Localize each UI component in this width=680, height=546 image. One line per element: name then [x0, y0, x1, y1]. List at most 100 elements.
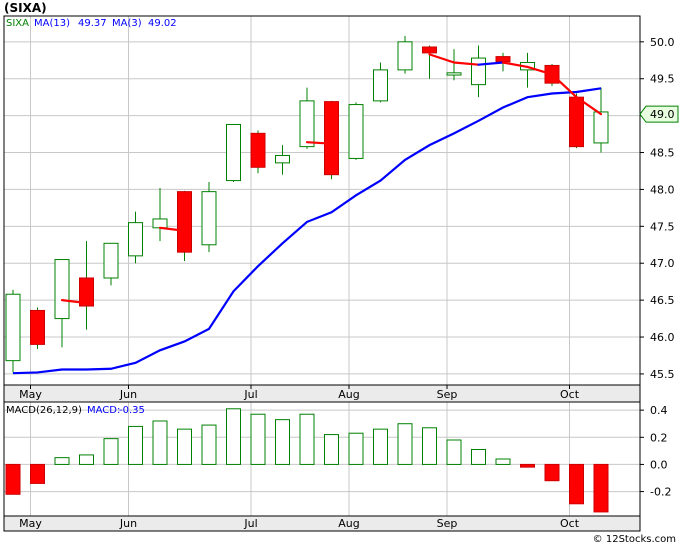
- candle-body-up: [103, 242, 119, 279]
- month-axis-band: May Jun Jul Aug Sep Oct: [3, 384, 641, 403]
- candle: [54, 259, 70, 348]
- month-axis-bottom-bar: [3, 515, 641, 532]
- candle-body-down: [79, 277, 94, 307]
- macd-bar-positive: [79, 454, 94, 465]
- macd-bar-negative: [593, 463, 609, 513]
- month-label: Sep: [437, 388, 458, 401]
- month-label: Jun: [119, 517, 137, 530]
- month-label: Sep: [437, 517, 458, 530]
- candle-body-up: [201, 191, 217, 246]
- macd-bar-positive: [226, 408, 241, 465]
- price-tick-label: 48.5: [650, 147, 675, 160]
- month-axis-top: May Jun Jul Aug Sep Oct: [19, 385, 580, 401]
- macd-bar-positive: [422, 427, 437, 465]
- candle: [201, 182, 217, 253]
- macd-axis: 0.4 0.2 0.0 -0.2: [640, 404, 671, 499]
- candle: [226, 123, 241, 183]
- candle-body-down: [422, 46, 437, 54]
- candle-body-up: [348, 104, 364, 159]
- macd-value: -0.35: [119, 405, 145, 416]
- footer-credit: © 12Stocks.com: [593, 534, 676, 545]
- month-label: Aug: [338, 388, 359, 401]
- candle-body-up: [152, 218, 168, 229]
- macd-bar-positive: [177, 428, 192, 465]
- candle: [250, 130, 266, 174]
- ma3-segment: [305, 141, 333, 145]
- month-axis-bar: [3, 384, 641, 403]
- macd-bar-positive: [397, 423, 413, 465]
- candle: [373, 62, 388, 103]
- macd-bar-positive: [373, 428, 388, 465]
- month-label: May: [19, 388, 42, 401]
- ma13-line: [12, 87, 602, 375]
- ma13-layer: [12, 87, 602, 375]
- macd-bar-negative: [569, 463, 584, 505]
- ma3-segment: [501, 61, 529, 69]
- macd-bar-positive: [446, 439, 462, 465]
- price-tick-label: 50.0: [650, 36, 675, 49]
- price-tick-label: 49.5: [650, 73, 675, 86]
- candle-body-up: [54, 259, 70, 320]
- month-axis-bottom-band: May Jun Jul Aug Sep Oct: [3, 515, 641, 532]
- macd-bar-negative: [30, 463, 45, 484]
- candle-body-up: [226, 123, 241, 182]
- macd-bar-positive: [299, 413, 315, 465]
- macd-histogram: [5, 408, 609, 513]
- chart-title: (SIXA): [4, 1, 47, 15]
- ma3-segment: [60, 299, 88, 305]
- current-price-label: 49.0: [650, 108, 675, 121]
- price-tick-label: 47.0: [650, 257, 675, 270]
- candle: [275, 145, 290, 175]
- legend-ma3-label: MA(3): [112, 18, 142, 29]
- ma3-segment: [477, 61, 505, 66]
- candle-body-up: [128, 222, 143, 257]
- candle: [30, 307, 45, 349]
- price-tick-label: 45.5: [650, 368, 675, 381]
- macd-tick-label: -0.2: [650, 486, 671, 499]
- macd-bar-positive: [152, 420, 168, 465]
- legend-ma13-label: MA(13): [34, 18, 70, 29]
- candle-body-up: [471, 57, 486, 86]
- candle: [446, 49, 462, 81]
- candlestick-series: [5, 35, 609, 373]
- candle-body-up: [593, 111, 609, 144]
- candle: [177, 190, 192, 262]
- macd-bar-positive: [348, 432, 364, 465]
- candle-body-down: [324, 101, 339, 176]
- current-price-marker: 49.0: [639, 105, 679, 123]
- price-tick-label: 48.0: [650, 183, 675, 196]
- current-price-badge: [639, 105, 679, 123]
- ma3-segment: [575, 96, 603, 116]
- ma3-layer: [60, 53, 603, 305]
- macd-bar-positive: [250, 413, 266, 465]
- candle-body-down: [495, 56, 511, 63]
- month-label: Jul: [243, 517, 257, 530]
- macd-label: MACD(26,12,9): [6, 405, 82, 416]
- month-label: May: [19, 517, 42, 530]
- ma3-segment: [428, 53, 456, 64]
- candle-body-down: [569, 96, 584, 148]
- macd-value-label: MACD:: [87, 405, 120, 416]
- candle: [397, 35, 413, 74]
- candle-body-up: [275, 154, 290, 164]
- legend-symbol: SIXA: [6, 18, 29, 29]
- macd-panel: 0.4 0.2 0.0 -0.2: [3, 401, 671, 517]
- macd-bar-positive: [471, 449, 486, 465]
- macd-bar-negative: [544, 463, 560, 482]
- candle: [128, 211, 143, 264]
- candle: [299, 87, 315, 149]
- candle-body-down: [250, 132, 266, 168]
- ma3-segment: [452, 61, 480, 66]
- ma3-segment: [550, 73, 578, 99]
- macd-bar-positive: [103, 438, 119, 465]
- candle-body-down: [30, 309, 45, 345]
- macd-bar-positive: [54, 457, 70, 465]
- legend-ma3-value: 49.02: [148, 18, 177, 29]
- price-tick-label: 46.5: [650, 294, 675, 307]
- candle: [103, 242, 119, 286]
- macd-legend: MACD(26,12,9) MACD: -0.35: [6, 405, 145, 416]
- candle: [422, 45, 437, 79]
- macd-bar-positive: [495, 458, 511, 465]
- price-legend: SIXA MA(13) 49.37 MA(3) 49.02: [6, 18, 177, 29]
- candle-body-up: [373, 69, 388, 102]
